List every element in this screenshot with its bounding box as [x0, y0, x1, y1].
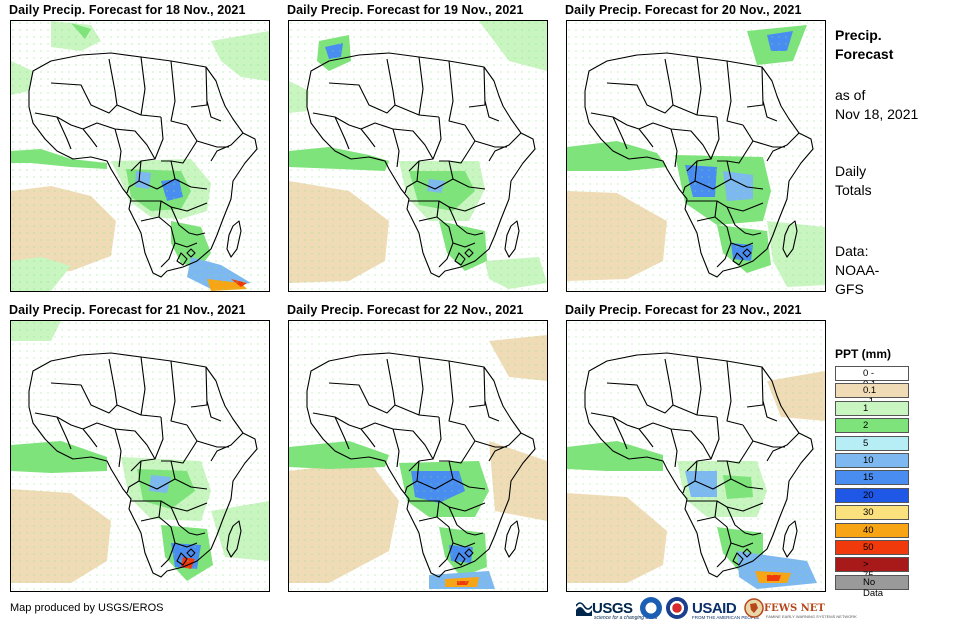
- forecast-title: Precip. Forecast: [835, 26, 945, 64]
- legend-swatch: [835, 505, 909, 521]
- legend-swatch: [835, 452, 909, 468]
- totals-text: Daily Totals: [835, 162, 955, 200]
- precip-map: [288, 20, 548, 292]
- fews-net-logo: FEWS NET FAMINE EARLY WARNING SYSTEMS NE…: [744, 594, 857, 622]
- as-of-date: Nov 18, 2021: [835, 106, 919, 122]
- forecast-title-line2: Forecast: [835, 46, 894, 62]
- data-source-line3: GFS: [835, 281, 864, 297]
- precip-map: [288, 320, 548, 592]
- usaid-logo: USAID FROM THE AMERICAN PEOPLE: [692, 594, 759, 622]
- panel-title: Daily Precip. Forecast for 20 Nov., 2021: [565, 3, 802, 17]
- usgs-wordmark: USGS: [592, 599, 633, 617]
- fews-globe-icon: [744, 598, 764, 618]
- data-source-line2: NOAA-: [835, 262, 880, 278]
- totals-line2: Totals: [835, 182, 872, 198]
- legend-swatch: [835, 418, 909, 434]
- nws-logo: [666, 594, 688, 622]
- as-of-text: as of Nov 18, 2021: [835, 86, 955, 124]
- map-credit: Map produced by USGS/EROS: [10, 602, 164, 614]
- usaid-wordmark: USAID: [692, 599, 737, 617]
- precip-map: [10, 20, 270, 292]
- usgs-tagline: science for a changing world: [594, 615, 658, 621]
- panel-title: Daily Precip. Forecast for 23 Nov., 2021: [565, 303, 802, 317]
- partner-logos: USGS science for a changing world USAID …: [576, 594, 857, 622]
- usgs-logo: USGS science for a changing world: [576, 594, 657, 622]
- legend-swatch: [835, 487, 909, 503]
- legend-swatch: [835, 435, 909, 451]
- noaa-logo: [640, 594, 662, 622]
- fews-tagline: FAMINE EARLY WARNING SYSTEMS NETWORK: [766, 614, 857, 619]
- legend-swatch: [835, 557, 909, 573]
- nws-emblem-icon: [666, 597, 688, 619]
- legend-swatch: [835, 400, 909, 416]
- forecast-title-line1: Precip.: [835, 27, 882, 43]
- data-source-line1: Data:: [835, 243, 869, 259]
- legend-swatch: [835, 522, 909, 538]
- panel-title: Daily Precip. Forecast for 21 Nov., 2021: [9, 303, 246, 317]
- noaa-emblem-icon: [640, 597, 662, 619]
- precip-map: [10, 320, 270, 592]
- precip-map: [566, 20, 826, 292]
- panel-title: Daily Precip. Forecast for 19 Nov., 2021: [287, 3, 524, 17]
- usgs-wave-icon: [576, 602, 592, 616]
- as-of-label: as of: [835, 87, 866, 103]
- data-source-text: Data: NOAA- GFS: [835, 242, 955, 299]
- legend-swatch: [835, 383, 909, 399]
- legend-swatch: [835, 574, 909, 590]
- panel-title: Daily Precip. Forecast for 18 Nov., 2021: [9, 3, 246, 17]
- legend-title: PPT (mm): [835, 347, 892, 361]
- panel-title: Daily Precip. Forecast for 22 Nov., 2021: [287, 303, 524, 317]
- fews-wordmark: FEWS NET: [764, 602, 825, 614]
- legend-swatch: [835, 366, 909, 381]
- legend-label: No Data: [863, 576, 884, 599]
- precip-map: [566, 320, 826, 592]
- usaid-tagline: FROM THE AMERICAN PEOPLE: [692, 615, 760, 620]
- legend-swatch: [835, 470, 909, 486]
- totals-line1: Daily: [835, 163, 867, 179]
- legend-swatch: [835, 539, 909, 555]
